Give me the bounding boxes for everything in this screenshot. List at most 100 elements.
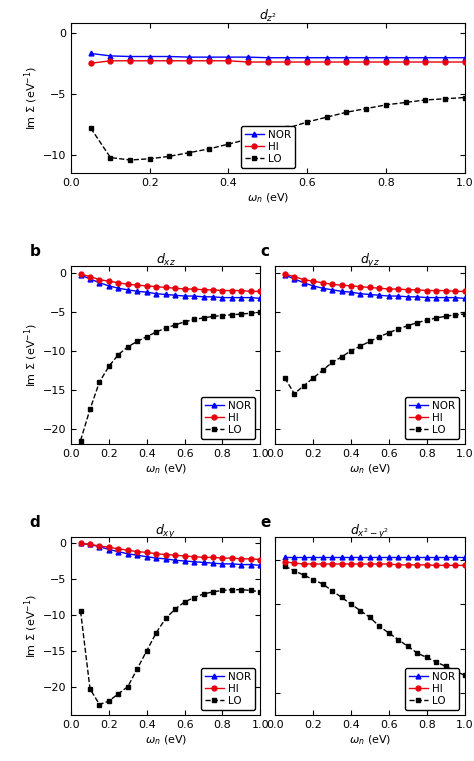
LO — [246, 135, 251, 144]
NOR — [144, 288, 150, 297]
HI — [166, 56, 172, 65]
NOR — [383, 53, 389, 62]
LO — [172, 320, 178, 330]
LO — [462, 93, 467, 102]
LO — [163, 614, 169, 623]
LO — [367, 337, 373, 346]
LO — [282, 374, 288, 383]
LO — [320, 365, 326, 374]
NOR — [462, 552, 467, 562]
NOR — [116, 547, 121, 556]
LO — [367, 613, 373, 622]
LO — [348, 346, 354, 355]
LO — [172, 604, 178, 613]
LO — [301, 571, 307, 580]
LO — [443, 312, 448, 321]
NOR — [229, 559, 235, 568]
HI — [320, 559, 326, 568]
LO — [210, 587, 216, 597]
LO — [324, 113, 329, 122]
X-axis label: $\omega_n$ (eV): $\omega_n$ (eV) — [145, 733, 187, 747]
X-axis label: $\omega_n$ (eV): $\omega_n$ (eV) — [246, 191, 289, 205]
LO — [265, 129, 271, 138]
HI — [147, 56, 153, 65]
HI — [248, 554, 254, 563]
HI — [210, 285, 216, 295]
NOR — [348, 552, 354, 562]
LO — [144, 646, 150, 655]
NOR — [358, 289, 364, 298]
NOR — [163, 554, 169, 563]
LO — [257, 587, 263, 597]
HI — [108, 56, 113, 65]
Line: HI: HI — [78, 272, 263, 294]
X-axis label: $\omega_n$ (eV): $\omega_n$ (eV) — [349, 462, 391, 476]
NOR — [78, 539, 83, 548]
HI — [405, 560, 410, 569]
Legend: NOR, HI, LO: NOR, HI, LO — [241, 126, 295, 168]
NOR — [339, 552, 345, 562]
HI — [386, 285, 392, 294]
LO — [414, 318, 420, 327]
NOR — [147, 52, 153, 61]
HI — [125, 280, 131, 289]
HI — [97, 541, 102, 550]
HI — [386, 559, 392, 568]
HI — [125, 546, 131, 555]
LO — [358, 342, 364, 351]
HI — [257, 555, 263, 564]
Line: HI: HI — [283, 272, 467, 294]
HI — [452, 561, 458, 570]
LO — [226, 139, 231, 148]
NOR — [367, 552, 373, 562]
LO — [182, 317, 187, 326]
NOR — [226, 53, 231, 62]
LO — [363, 104, 369, 113]
NOR — [282, 552, 288, 562]
LO — [229, 585, 235, 594]
Line: LO: LO — [283, 311, 467, 396]
LO — [386, 629, 392, 638]
HI — [257, 287, 263, 296]
Y-axis label: Im $\Sigma$ (eV$^{-1}$): Im $\Sigma$ (eV$^{-1}$) — [22, 594, 40, 658]
NOR — [304, 53, 310, 62]
NOR — [88, 49, 93, 58]
NOR — [201, 292, 206, 301]
NOR — [367, 290, 373, 299]
HI — [191, 552, 197, 562]
NOR — [106, 545, 112, 554]
Title: $d_{xz}$: $d_{xz}$ — [156, 252, 175, 268]
NOR — [292, 274, 297, 283]
Line: LO: LO — [78, 310, 263, 443]
NOR — [144, 552, 150, 562]
HI — [442, 58, 447, 67]
HI — [116, 279, 121, 288]
NOR — [238, 560, 244, 569]
HI — [201, 552, 206, 562]
NOR — [154, 553, 159, 562]
HI — [265, 58, 271, 67]
HI — [182, 285, 187, 294]
NOR — [127, 52, 133, 61]
Line: NOR: NOR — [78, 272, 263, 301]
LO — [87, 405, 93, 414]
LO — [395, 324, 401, 333]
HI — [201, 285, 206, 295]
LO — [144, 332, 150, 341]
NOR — [424, 293, 429, 302]
HI — [301, 275, 307, 284]
HI — [210, 552, 216, 562]
LO — [116, 689, 121, 699]
LO — [201, 314, 206, 323]
NOR — [358, 552, 364, 562]
NOR — [301, 279, 307, 288]
LO — [127, 155, 133, 164]
HI — [246, 58, 251, 67]
Y-axis label: Im $\Sigma$ (eV$^{-1}$): Im $\Sigma$ (eV$^{-1}$) — [22, 323, 40, 387]
NOR — [386, 552, 392, 562]
LO — [88, 123, 93, 132]
LO — [135, 664, 140, 673]
NOR — [163, 290, 169, 299]
NOR — [329, 552, 335, 562]
Legend: NOR, HI, LO: NOR, HI, LO — [201, 667, 255, 710]
